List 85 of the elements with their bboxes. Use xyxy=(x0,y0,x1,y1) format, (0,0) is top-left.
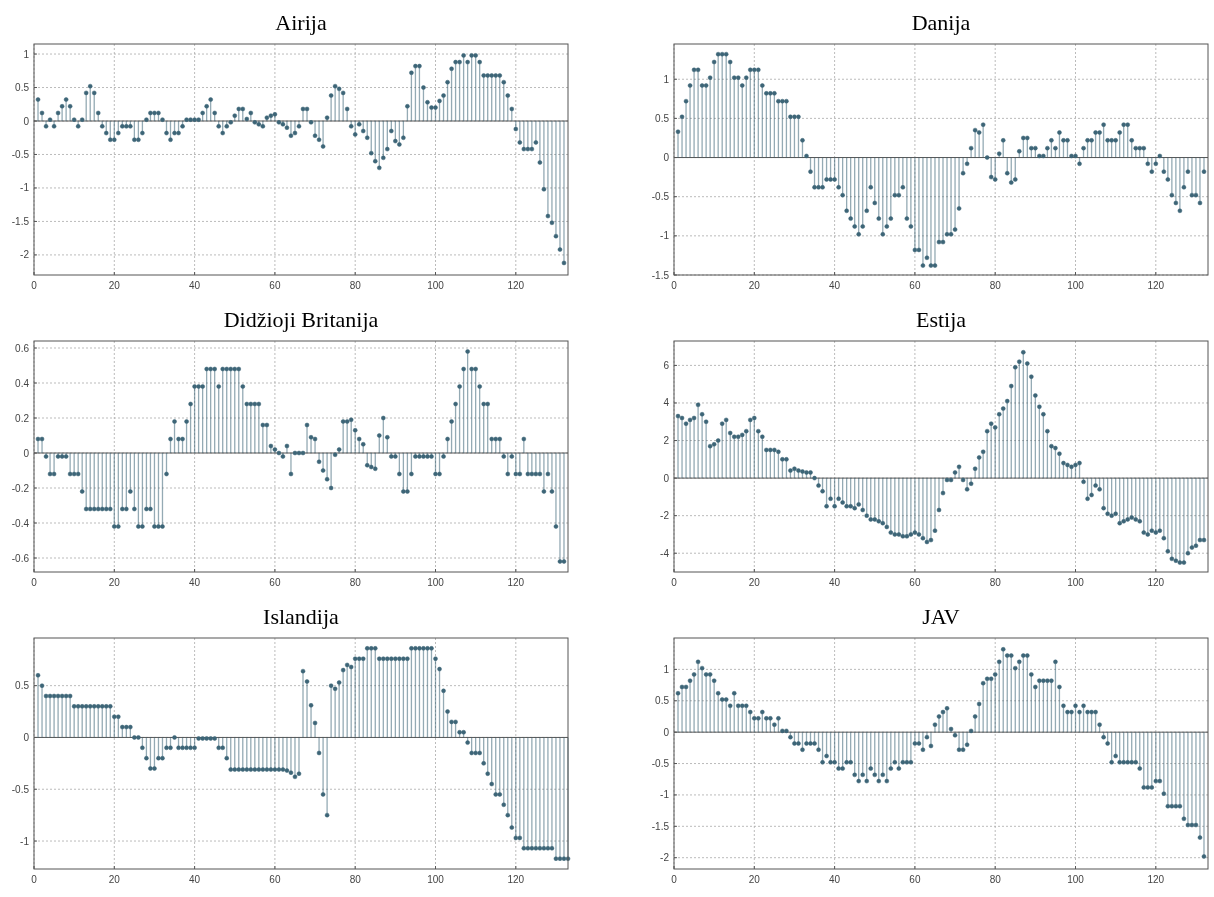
y-tick-label: 4 xyxy=(663,397,670,409)
y-tick-label: -1 xyxy=(660,789,670,801)
x-tick-label: 40 xyxy=(189,577,201,588)
y-tick-label: 0.5 xyxy=(655,695,670,707)
y-tick-label: -2 xyxy=(660,510,670,522)
x-tick-label: 120 xyxy=(1147,577,1165,588)
y-tick-label: 0.5 xyxy=(15,82,30,94)
y-tick-label: 0 xyxy=(663,472,670,484)
x-tick-label: 40 xyxy=(189,280,201,291)
x-tick-label: 120 xyxy=(507,577,525,588)
x-tick-label: 20 xyxy=(108,280,121,291)
x-tick-label: 40 xyxy=(829,577,841,588)
y-tick-label: 6 xyxy=(663,359,670,371)
y-tick-label: 0 xyxy=(663,726,670,738)
x-tick-label: 40 xyxy=(829,874,841,885)
x-tick-label: 20 xyxy=(748,280,761,291)
x-tick-label: 100 xyxy=(427,577,445,588)
x-tick-label: 100 xyxy=(427,280,445,291)
x-tick-label: 0 xyxy=(671,874,678,885)
y-tick-label: -0.5 xyxy=(651,758,670,770)
x-tick-label: 0 xyxy=(671,577,678,588)
x-tick-label: 120 xyxy=(507,874,525,885)
x-tick-label: 80 xyxy=(989,577,1002,588)
y-tick-label: -1 xyxy=(660,230,670,242)
x-tick-label: 80 xyxy=(349,577,362,588)
x-tick-label: 80 xyxy=(989,874,1002,885)
y-tick-label: -1.5 xyxy=(651,820,670,832)
y-tick-label: -1 xyxy=(20,835,30,847)
x-tick-label: 120 xyxy=(1147,874,1165,885)
x-tick-label: 60 xyxy=(909,577,921,588)
y-tick-label: 0.6 xyxy=(15,342,30,354)
x-tick-label: 60 xyxy=(909,280,921,291)
x-tick-label: 100 xyxy=(1067,874,1085,885)
y-tick-label: 0 xyxy=(23,731,30,743)
x-tick-label: 20 xyxy=(748,874,761,885)
y-tick-label: -0.5 xyxy=(11,148,30,160)
x-tick-label: 20 xyxy=(108,577,121,588)
x-tick-label: 0 xyxy=(31,280,38,291)
y-tick-label: 0 xyxy=(23,447,30,459)
y-tick-label: -0.5 xyxy=(11,783,30,795)
x-tick-label: 0 xyxy=(31,874,38,885)
x-tick-label: 40 xyxy=(829,280,841,291)
x-tick-label: 100 xyxy=(427,874,445,885)
x-tick-label: 60 xyxy=(269,874,281,885)
y-tick-label: -1.5 xyxy=(11,215,30,227)
x-tick-label: 100 xyxy=(1067,577,1085,588)
y-tick-label: -2 xyxy=(660,852,670,864)
y-tick-label: 1 xyxy=(663,663,670,675)
x-tick-label: 120 xyxy=(1147,280,1165,291)
y-tick-label: -4 xyxy=(660,547,670,559)
y-tick-label: -2 xyxy=(20,249,30,261)
y-tick-label: -0.6 xyxy=(11,552,30,564)
chart-title: JAV xyxy=(922,604,960,629)
x-tick-label: 80 xyxy=(349,874,362,885)
x-tick-label: 0 xyxy=(31,577,38,588)
y-tick-label: -1.5 xyxy=(651,269,670,281)
chart-title: Islandija xyxy=(263,604,340,629)
y-tick-label: 0.5 xyxy=(655,112,670,124)
y-tick-label: 0.5 xyxy=(15,680,30,692)
y-tick-label: 2 xyxy=(663,435,670,447)
y-tick-label: 0 xyxy=(663,152,670,164)
x-tick-label: 60 xyxy=(909,874,921,885)
y-tick-label: 0.2 xyxy=(15,412,30,424)
chart-title: Estija xyxy=(915,307,967,332)
chart-title: Danija xyxy=(911,10,971,35)
y-tick-label: 0.4 xyxy=(15,377,30,389)
y-tick-label: 0 xyxy=(23,115,30,127)
x-tick-label: 80 xyxy=(989,280,1002,291)
y-tick-label: 1 xyxy=(23,48,30,60)
x-tick-label: 60 xyxy=(269,577,281,588)
y-tick-label: 1 xyxy=(663,73,670,85)
y-tick-label: -0.5 xyxy=(651,191,670,203)
x-tick-label: 100 xyxy=(1067,280,1085,291)
chart-title: Airija xyxy=(275,10,327,35)
x-tick-label: 20 xyxy=(748,577,761,588)
x-tick-label: 0 xyxy=(671,280,678,291)
chart-title: Didžioji Britanija xyxy=(223,307,379,332)
y-tick-label: -1 xyxy=(20,182,30,194)
y-tick-label: -0.2 xyxy=(11,482,30,494)
x-tick-label: 20 xyxy=(108,874,121,885)
x-tick-label: 120 xyxy=(507,280,525,291)
y-tick-label: -0.4 xyxy=(11,517,30,529)
x-tick-label: 60 xyxy=(269,280,281,291)
x-tick-label: 80 xyxy=(349,280,362,291)
x-tick-label: 40 xyxy=(189,874,201,885)
